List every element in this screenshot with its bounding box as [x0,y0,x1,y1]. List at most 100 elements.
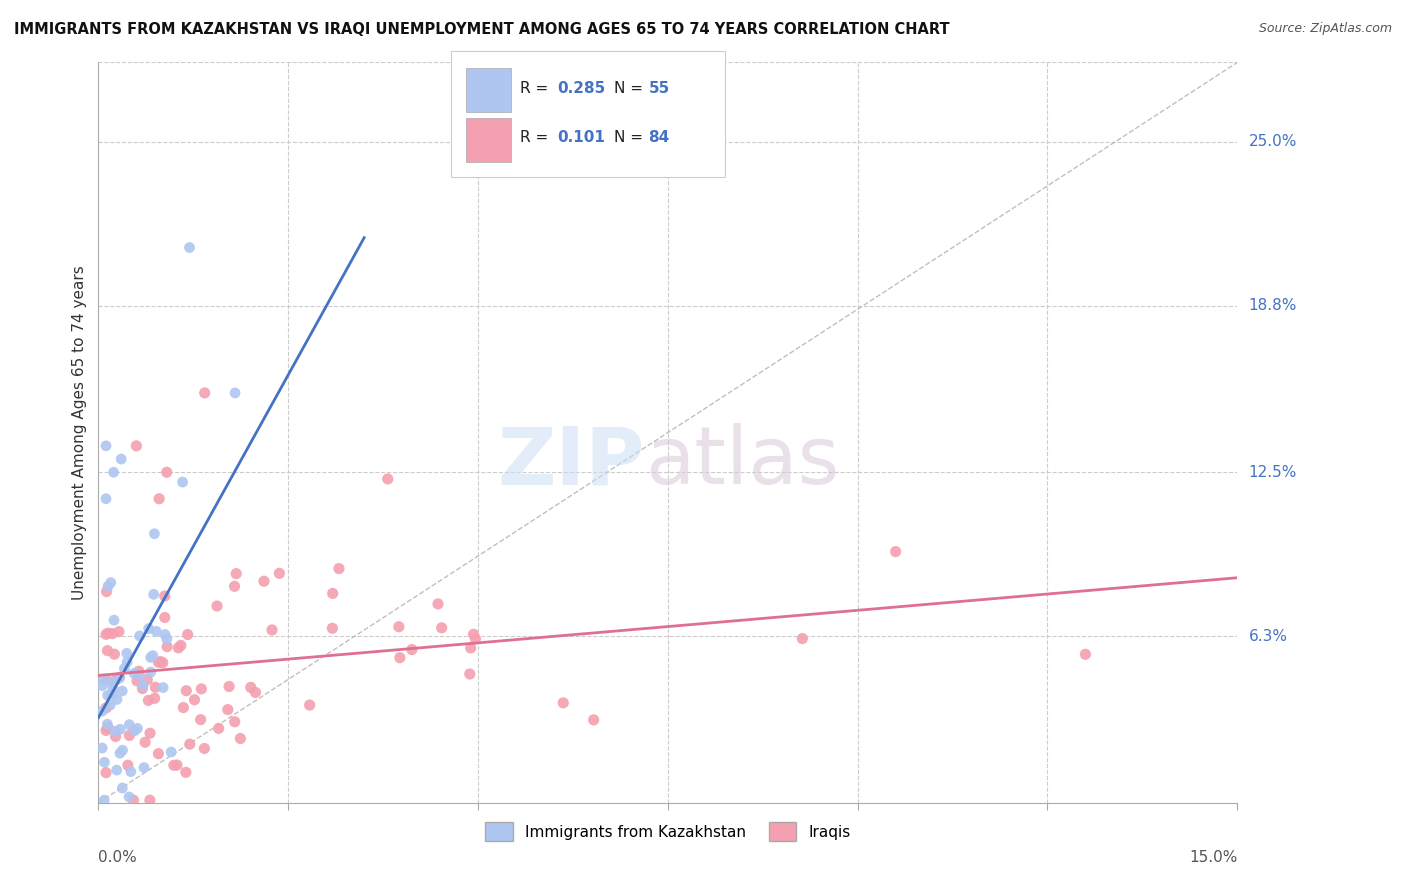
Point [125,439,148,453]
Point [105,763,128,777]
Point [152,656,174,670]
Point [105,692,128,706]
Point [94,765,117,780]
Text: 0.285: 0.285 [557,81,606,95]
Point [145,624,167,639]
Point [427,597,450,611]
Point [101,681,124,695]
Point [190,713,212,727]
Point [94,701,117,715]
Point [108,671,131,685]
Point [97,720,120,734]
Point [388,620,411,634]
Point [96,673,118,687]
Point [125,673,148,688]
Point [160,745,183,759]
Point [94,491,117,506]
Point [98,698,121,712]
Point [93,756,115,770]
Point [224,386,246,401]
Point [94,627,117,641]
Point [205,599,228,613]
Legend: Immigrants from Kazakhstan, Iraqis: Immigrants from Kazakhstan, Iraqis [479,816,856,847]
Point [388,650,411,665]
Point [93,793,115,807]
Point [117,758,139,772]
Point [142,587,165,601]
Point [112,661,135,675]
Point [245,685,267,699]
Text: Source: ZipAtlas.com: Source: ZipAtlas.com [1258,22,1392,36]
Y-axis label: Unemployment Among Ages 65 to 74 years: Unemployment Among Ages 65 to 74 years [72,265,87,600]
Point [96,717,118,731]
Text: R =: R = [520,81,553,95]
Point [463,627,485,641]
Point [377,472,399,486]
Point [153,589,176,603]
Point [269,566,291,581]
Point [139,793,162,807]
Point [138,622,160,636]
Text: 84: 84 [648,130,669,145]
Point [104,724,127,739]
Point [139,726,162,740]
Point [148,491,170,506]
Text: 0.0%: 0.0% [98,850,138,865]
Point [108,624,131,639]
Point [91,679,114,693]
Point [100,575,122,590]
Point [97,579,120,593]
Point [401,642,423,657]
Point [217,703,239,717]
Text: R =: R = [520,130,553,145]
Point [148,747,170,761]
Point [458,667,481,681]
Point [94,439,117,453]
Point [91,741,114,756]
Point [103,613,125,627]
Point [145,680,167,694]
Point [582,713,605,727]
Point [101,626,124,640]
Point [104,730,127,744]
Point [101,687,124,701]
Point [239,681,262,695]
Point [110,452,132,467]
Point [132,761,155,775]
Point [253,574,276,589]
Point [136,673,159,687]
Point [118,728,141,742]
Point [179,737,201,751]
Point [553,696,575,710]
Point [103,465,125,479]
Point [143,691,166,706]
Point [298,698,321,712]
Point [94,723,117,738]
Point [91,704,114,718]
Point [156,465,179,479]
Text: 25.0%: 25.0% [1249,135,1296,149]
Point [129,668,152,682]
Point [152,681,174,695]
Point [139,665,162,679]
Point [225,566,247,581]
Text: ZIP: ZIP [498,423,645,501]
Point [183,692,205,706]
Point [96,584,118,599]
Point [142,648,165,663]
Point [172,475,194,489]
Point [1074,647,1097,661]
Point [131,681,153,696]
Text: 12.5%: 12.5% [1249,465,1296,480]
Point [260,623,283,637]
Point [127,722,149,736]
Point [177,627,200,641]
Point [115,655,138,669]
Point [96,643,118,657]
Point [118,789,141,804]
Point [138,693,160,707]
Point [103,647,125,661]
Point [124,723,146,738]
Point [176,683,198,698]
Point [166,758,188,772]
